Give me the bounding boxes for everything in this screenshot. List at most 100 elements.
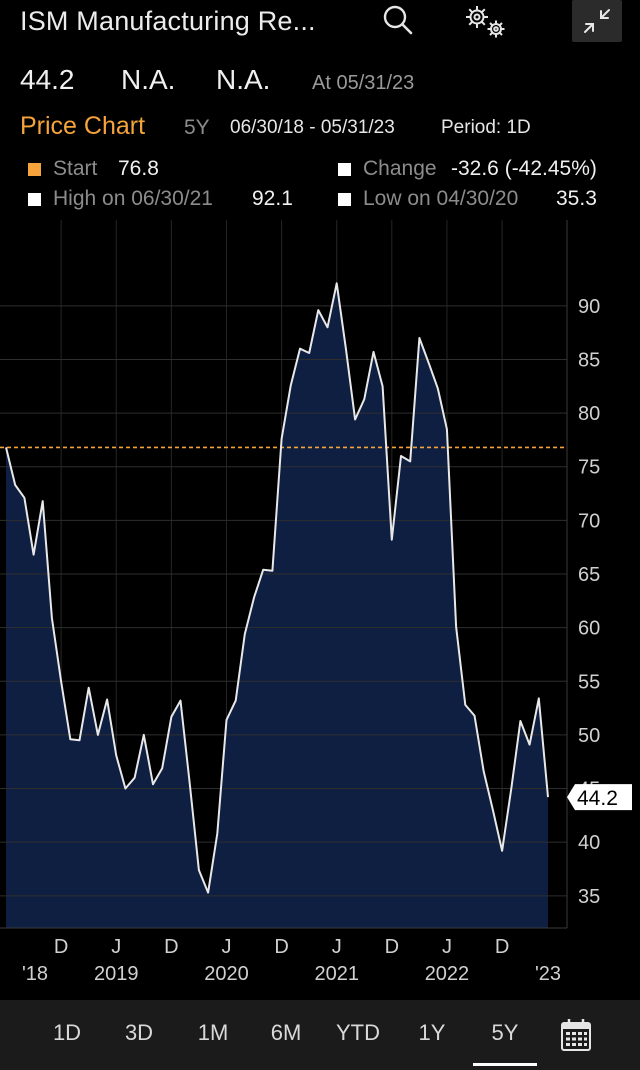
data-point <box>68 737 72 741</box>
range-button-1y[interactable]: 1Y <box>418 1020 446 1045</box>
data-point <box>252 596 256 600</box>
data-point <box>87 686 91 690</box>
range-selector-bar: 1D 3D 1M 6M YTD 1Y 5Y <box>0 1000 640 1070</box>
range-button-6m[interactable]: 6M <box>270 1020 302 1045</box>
data-point <box>261 568 265 572</box>
calendar-icon[interactable] <box>560 1018 592 1052</box>
data-point <box>500 849 504 853</box>
range-button-1d[interactable]: 1D <box>52 1020 82 1045</box>
data-point <box>427 361 431 365</box>
range-button-5y[interactable]: 5Y <box>473 1020 537 1066</box>
stat-low-value: 35.3 <box>556 187 597 210</box>
y-tick-label: 60 <box>578 618 600 640</box>
data-point <box>454 625 458 629</box>
header-bar: ISM Manufacturing Re... <box>0 0 640 50</box>
data-point <box>59 679 63 683</box>
data-point <box>41 499 45 503</box>
data-point <box>169 715 173 719</box>
data-point <box>13 483 17 487</box>
data-point <box>105 698 109 702</box>
change-legend-square <box>338 163 351 176</box>
data-point <box>197 868 201 872</box>
data-point <box>4 445 8 449</box>
y-tick-label: 50 <box>578 725 600 747</box>
y-tick-label: 35 <box>578 886 600 908</box>
data-point <box>307 351 311 355</box>
data-point <box>160 766 164 770</box>
x-year-label: 2019 <box>94 963 139 985</box>
stat-start-value: 76.8 <box>118 157 159 180</box>
last-value-label: 44.2 <box>577 787 618 810</box>
chart-range: 5Y <box>184 116 210 139</box>
chart-period: Period: 1D <box>441 117 531 138</box>
data-point <box>96 733 100 737</box>
data-point <box>537 696 541 700</box>
range-button-3d[interactable]: 3D <box>124 1020 154 1045</box>
data-point <box>353 418 357 422</box>
data-point <box>22 496 26 500</box>
x-tick-label: D <box>274 936 288 958</box>
data-point <box>243 632 247 636</box>
data-point <box>133 776 137 780</box>
collapse-arrows-icon <box>584 9 610 33</box>
x-tick-label: J <box>221 936 231 958</box>
data-point <box>491 808 495 812</box>
data-point <box>206 891 210 895</box>
data-point <box>518 719 522 723</box>
data-point <box>326 325 330 329</box>
data-point <box>509 787 513 791</box>
data-point <box>224 718 228 722</box>
data-point <box>546 795 550 799</box>
data-point <box>335 281 339 285</box>
data-point <box>298 347 302 351</box>
y-tick-label: 85 <box>578 349 600 371</box>
y-tick-label: 80 <box>578 403 600 425</box>
y-tick-label: 55 <box>578 671 600 693</box>
search-icon[interactable] <box>380 2 416 38</box>
data-point <box>445 427 449 431</box>
x-year-label: 2021 <box>314 963 359 985</box>
y-tick-label: 40 <box>578 832 600 854</box>
x-year-label: '18 <box>22 963 48 985</box>
data-point <box>114 753 118 757</box>
x-tick-label: D <box>164 936 178 958</box>
y-tick-label: 75 <box>578 457 600 479</box>
data-point <box>417 336 421 340</box>
chart-date-range: 06/30/18 - 05/31/23 <box>230 117 395 138</box>
data-point <box>50 616 54 620</box>
data-point <box>463 703 467 707</box>
x-tick-label: J <box>111 936 121 958</box>
stat-start-label: Start <box>53 157 98 180</box>
settings-gears-icon[interactable] <box>460 2 512 42</box>
data-point <box>316 308 320 312</box>
data-point <box>344 347 348 351</box>
data-point <box>482 769 486 773</box>
data-point <box>280 437 284 441</box>
data-point <box>215 832 219 836</box>
range-button-ytd[interactable]: YTD <box>336 1020 380 1045</box>
data-point <box>436 386 440 390</box>
stat-change-label: Change <box>363 157 437 180</box>
x-year-label: 2020 <box>204 963 249 985</box>
as-of-date: At 05/31/23 <box>312 72 415 94</box>
data-point <box>473 714 477 718</box>
security-title: ISM Manufacturing Re... <box>20 6 316 36</box>
area-fill <box>6 283 548 928</box>
data-point <box>234 699 238 703</box>
data-point <box>77 738 81 742</box>
data-point <box>270 569 274 573</box>
price-chart[interactable]: 35404550556065707580859044.2DJDJDJDJD'18… <box>0 220 640 995</box>
stat-change-value: -32.6 (-42.45%) <box>451 157 597 180</box>
data-point <box>179 699 183 703</box>
data-point <box>390 538 394 542</box>
x-tick-label: D <box>385 936 399 958</box>
stat-high-value: 92.1 <box>252 187 293 210</box>
last-value: 44.2 <box>20 64 75 95</box>
data-point <box>528 743 532 747</box>
range-button-1m[interactable]: 1M <box>197 1020 229 1045</box>
x-year-label: 2022 <box>425 963 470 985</box>
low-legend-square <box>338 193 351 206</box>
collapse-button[interactable] <box>572 0 622 42</box>
data-point <box>362 397 366 401</box>
last-value-callout <box>567 784 632 811</box>
